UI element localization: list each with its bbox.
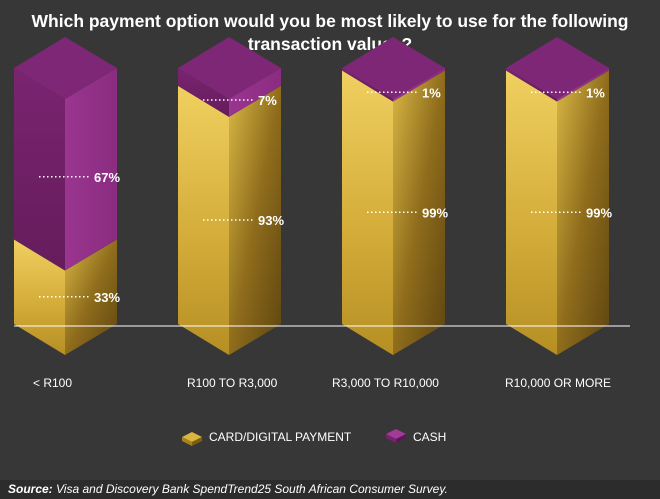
label-card: 99% <box>586 205 612 220</box>
labels-layer: 67% 33% < R100 7% 93% R100 TO R3,000 1% 99% R3,0… <box>33 85 612 390</box>
bar-cash-front <box>342 68 393 102</box>
bar-top-cap <box>342 37 445 99</box>
chart-title: Which payment option would you be most l… <box>31 11 629 54</box>
label-card: 99% <box>422 205 448 220</box>
bar-cash-front <box>14 68 65 271</box>
label-cash: 7% <box>258 93 277 108</box>
chart-canvas: 67% 33% < R100 7% 93% R100 TO R3,000 1% 99% R3,0… <box>14 37 630 446</box>
bar-top-cap <box>178 37 281 99</box>
category-label: R100 TO R3,000 <box>187 376 278 390</box>
legend: CARD/DIGITAL PAYMENT CASH <box>182 429 446 446</box>
source-text: Visa and Discovery Bank SpendTrend25 Sou… <box>52 482 448 496</box>
bar-group <box>178 37 281 356</box>
legend-label-card: CARD/DIGITAL PAYMENT <box>209 430 352 444</box>
bar-cash-side <box>557 68 609 102</box>
bar-group <box>506 37 609 355</box>
bar-group <box>14 37 117 355</box>
category-label: R3,000 TO R10,000 <box>332 376 439 390</box>
category-label: < R100 <box>33 376 72 390</box>
bar-card-side <box>557 70 609 355</box>
bar-top-cap <box>506 37 609 99</box>
bar-cash-side <box>393 68 445 102</box>
label-cash: 1% <box>422 85 441 100</box>
label-card: 33% <box>94 290 120 305</box>
bar-cash-side <box>229 68 281 117</box>
bar-card-side <box>229 85 281 356</box>
bar-top-cap <box>14 37 117 99</box>
bar-cash-front <box>506 68 557 102</box>
label-card: 93% <box>258 213 284 228</box>
label-cash: 1% <box>586 85 605 100</box>
legend-item-cash: CASH <box>386 429 446 444</box>
legend-label-cash: CASH <box>413 430 446 444</box>
label-cash: 67% <box>94 170 120 185</box>
bar-group <box>342 37 445 355</box>
category-label: R10,000 OR MORE <box>505 376 611 390</box>
legend-item-card: CARD/DIGITAL PAYMENT <box>182 430 352 446</box>
source-label: Source: <box>8 482 53 496</box>
bar-cash-side <box>65 68 117 271</box>
source-note: Source: Visa and Discovery Bank SpendTre… <box>0 480 660 499</box>
bar-card-side <box>393 70 445 355</box>
bars-layer <box>14 37 609 356</box>
bar-cash-front <box>178 68 229 117</box>
